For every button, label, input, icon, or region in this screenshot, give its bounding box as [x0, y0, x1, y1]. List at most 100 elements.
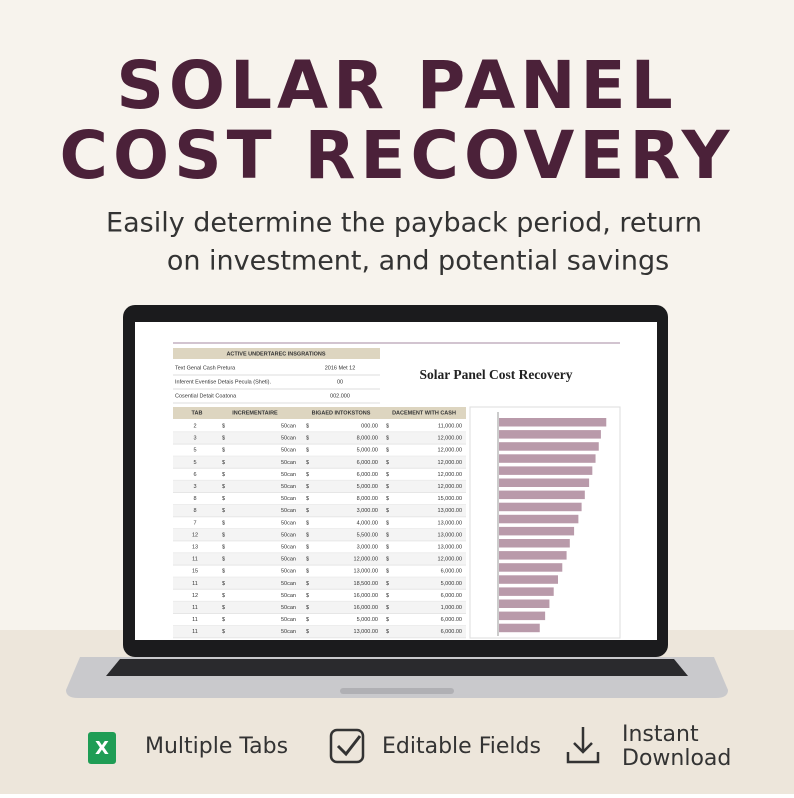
cell-tab: 6 [193, 472, 196, 478]
bar [499, 599, 550, 608]
cell-value: 13,000.00 [354, 629, 378, 635]
table-header-bg [173, 407, 466, 419]
cell-value: 13,000.00 [354, 569, 378, 575]
cell-currency: $ [306, 544, 309, 550]
cell-value: 15,000.00 [438, 496, 462, 502]
cell-value: 11,000.00 [438, 423, 462, 429]
feature-label: Instant Download [622, 722, 731, 771]
cell-currency: $ [222, 496, 225, 502]
cell-currency: $ [222, 460, 225, 466]
cell-currency: $ [386, 448, 389, 454]
cell-tab: 3 [193, 484, 196, 490]
cell-tab: 11 [192, 557, 198, 563]
cell-currency: $ [386, 605, 389, 611]
cell-value: 13,000.00 [438, 508, 462, 514]
title-line: SOLAR PANEL [116, 47, 677, 124]
cell-currency: $ [306, 508, 309, 514]
info-value: 00 [337, 379, 343, 385]
cell-currency: $ [222, 508, 225, 514]
sheet-title: Solar Panel Cost Recovery [419, 367, 572, 382]
title-line: COST RECOVERY [60, 117, 735, 194]
row-stripe [173, 504, 466, 517]
cell-currency: $ [222, 520, 225, 526]
bar [499, 502, 582, 512]
keyboard [106, 659, 688, 676]
cell-currency: $ [222, 581, 225, 587]
cell-value: 13,000.00 [438, 544, 462, 550]
excel-icon-glyph: X [95, 738, 109, 759]
bar [499, 539, 570, 548]
cell-tab: 13 [192, 544, 198, 550]
cell-currency: $ [386, 544, 389, 550]
column-header: DACEMENT WITH CASH [392, 410, 456, 416]
cell-currency: $ [306, 496, 309, 502]
cell-value: 3,000.00 [357, 508, 378, 514]
cell-currency: $ [306, 460, 309, 466]
cell-tab: 12 [192, 532, 198, 538]
column-header: TAB [192, 410, 203, 416]
info-label: Text Genal Cash Pretura [175, 365, 236, 371]
info-value: 2016 Met 12 [325, 365, 356, 371]
row-stripe [173, 432, 466, 445]
cell-value: 12,000.00 [438, 460, 462, 466]
cell-value: 50can [281, 581, 296, 587]
cell-value: 12,000.00 [438, 436, 462, 442]
cell-currency: $ [306, 520, 309, 526]
bar [499, 442, 599, 451]
cell-value: 50can [281, 569, 296, 575]
bar [499, 551, 567, 560]
cell-tab: 11 [192, 581, 198, 587]
cell-value: 000.00 [361, 423, 378, 429]
cell-currency: $ [222, 569, 225, 575]
row-stripe [173, 625, 466, 638]
subtitle-line: Easily determine the payback period, ret… [106, 208, 702, 239]
cell-currency: $ [222, 617, 225, 623]
info-label: Inferent Eventise Detais Pecula (Sheti). [175, 379, 271, 385]
column-header: BIGAED INTOKSTONS [312, 410, 371, 416]
cell-tab: 5 [193, 448, 196, 454]
cell-currency: $ [222, 557, 225, 563]
cell-value: 50can [281, 617, 296, 623]
cell-value: 50can [281, 544, 296, 550]
cell-currency: $ [222, 472, 225, 478]
cell-currency: $ [306, 617, 309, 623]
cell-tab: 7 [193, 520, 196, 526]
row-stripe [173, 456, 466, 469]
cell-currency: $ [386, 436, 389, 442]
cell-tab: 5 [193, 460, 196, 466]
cell-value: 12,000.00 [438, 472, 462, 478]
row-stripe [173, 577, 466, 590]
bar [499, 587, 554, 596]
cell-tab: 11 [192, 629, 198, 635]
row-stripe [173, 480, 466, 493]
row-stripe [173, 601, 466, 614]
cell-currency: $ [386, 532, 389, 538]
cell-value: 6,000.00 [441, 593, 462, 599]
cell-value: 6,000.00 [357, 472, 378, 478]
cell-tab: 2 [193, 423, 196, 429]
cell-value: 50can [281, 448, 296, 454]
cell-currency: $ [306, 484, 309, 490]
download-icon [566, 727, 600, 764]
cell-currency: $ [386, 557, 389, 563]
info-label: Cosential Detait Coatona [175, 393, 237, 399]
cell-currency: $ [306, 532, 309, 538]
cell-value: 16,000.00 [354, 605, 378, 611]
check-icon [329, 728, 365, 764]
cell-currency: $ [386, 581, 389, 587]
cell-currency: $ [222, 423, 225, 429]
cell-currency: $ [306, 472, 309, 478]
cell-value: 6,000.00 [441, 617, 462, 623]
cell-currency: $ [386, 593, 389, 599]
cell-currency: $ [386, 496, 389, 502]
cell-value: 5,000.00 [441, 581, 462, 587]
cell-value: 8,000.00 [357, 496, 378, 502]
cell-value: 5,500.00 [357, 532, 378, 538]
row-stripe [173, 553, 466, 566]
cell-currency: $ [222, 436, 225, 442]
cell-currency: $ [222, 544, 225, 550]
check-mark [336, 735, 362, 757]
cell-value: 18,500.00 [354, 581, 378, 587]
